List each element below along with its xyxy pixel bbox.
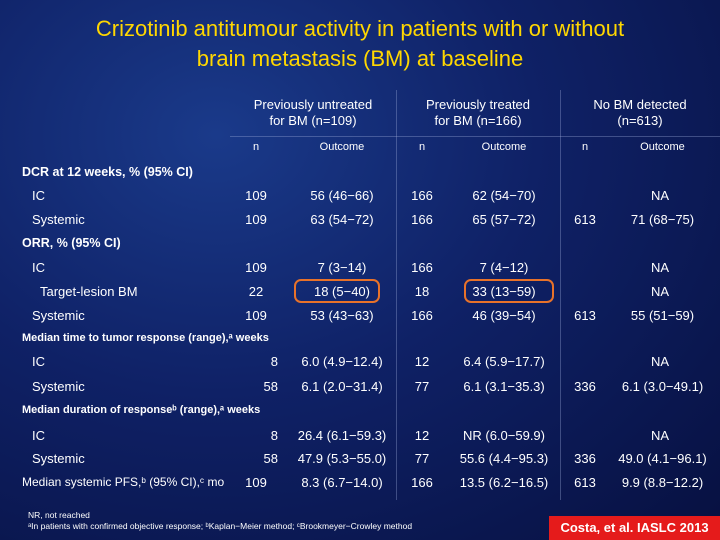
cell-outcome: 7 (4−12) (479, 260, 529, 275)
cell-n: 109 (245, 260, 267, 275)
cell-outcome: 55.6 (4.4−95.3) (459, 451, 549, 466)
group-header-line: Previously treated (425, 97, 531, 112)
cell-n: 58 (263, 379, 278, 394)
section-dcr: DCR at 12 weeks, % (95% CI) (22, 165, 193, 179)
cell-n: 18 (414, 284, 430, 299)
cell-outcome: 13.5 (6.2−16.5) (459, 475, 549, 490)
highlight-box (294, 279, 380, 303)
cell-na: NA (650, 260, 670, 275)
slide-title-line2: brain metastasis (BM) at baseline (196, 46, 524, 71)
footnote-methods: ᵃIn patients with confirmed objective re… (28, 521, 413, 531)
cell-outcome: 7 (3−14) (317, 260, 367, 275)
cell-n: 22 (248, 284, 264, 299)
group-header-untreated: Previously untreated for BM (n=109) (230, 97, 396, 129)
row-label: Target-lesion BM (40, 284, 138, 299)
cell-outcome: 71 (68−75) (630, 212, 695, 227)
group-header-line: No BM detected (593, 97, 687, 112)
cell-outcome: 56 (46−66) (310, 188, 374, 203)
cell-outcome: 65 (57−72) (472, 212, 536, 227)
group-header-line: Previously untreated (253, 97, 373, 112)
cell-n: 109 (245, 308, 267, 323)
cell-outcome: 6.4 (5.9−17.7) (463, 354, 545, 369)
cell-n: 109 (245, 475, 267, 490)
cell-outcome: 6.1 (3.0−49.1) (621, 379, 704, 394)
cell-n: 109 (245, 212, 267, 227)
cell-outcome: 6.0 (4.9−12.4) (301, 354, 383, 369)
cell-n: 77 (414, 451, 430, 466)
slide-title: Crizotinib antitumour activity in patien… (0, 14, 720, 74)
header-divider (230, 136, 720, 137)
section-ttr: Median time to tumor response (range),ᵃ … (22, 332, 269, 344)
cell-n: 77 (414, 379, 430, 394)
cell-n: 58 (263, 451, 278, 466)
cell-n: 12 (414, 428, 430, 443)
cell-n: 613 (574, 212, 596, 227)
cell-n: 12 (414, 354, 430, 369)
cell-n: 336 (574, 379, 596, 394)
slide-title-line1: Crizotinib antitumour activity in patien… (95, 16, 625, 41)
subheader-n: n (252, 141, 260, 153)
group-header-line: for BM (n=109) (269, 113, 357, 128)
cell-outcome: 6.1 (3.1−35.3) (463, 379, 545, 394)
cell-na: NA (650, 354, 670, 369)
cell-outcome: 55 (51−59) (630, 308, 695, 323)
row-label: Systemic (32, 379, 85, 394)
section-dor: Median duration of responseᵇ (range),ᵃ w… (22, 404, 261, 416)
subheader-n: n (418, 141, 426, 153)
cell-n: 613 (574, 308, 596, 323)
row-label: Systemic (32, 212, 85, 227)
footnote-nr: NR, not reached (28, 510, 90, 520)
highlight-box (464, 279, 554, 303)
cell-outcome: 47.9 (5.3−55.0) (297, 451, 387, 466)
subheader-outcome: Outcome (481, 141, 527, 153)
cell-outcome: 49.0 (4.1−96.1) (618, 451, 707, 466)
cell-na: NA (650, 188, 670, 203)
section-orr: ORR, % (95% CI) (22, 236, 121, 250)
cell-outcome: 9.9 (8.8−12.2) (621, 475, 704, 490)
column-divider-2 (560, 90, 561, 500)
row-label: IC (32, 428, 45, 443)
cell-outcome: 6.1 (2.0−31.4) (301, 379, 383, 394)
group-header-line: (n=613) (617, 113, 663, 128)
cell-outcome: 62 (54−70) (472, 188, 536, 203)
row-label: Systemic (32, 308, 85, 323)
row-label: IC (32, 188, 45, 203)
row-label: IC (32, 354, 45, 369)
cell-n: 166 (411, 308, 433, 323)
group-header-line: for BM (n=166) (434, 113, 522, 128)
group-header-no-bm: No BM detected (n=613) (560, 97, 720, 129)
row-label: Systemic (32, 451, 85, 466)
group-header-treated: Previously treated for BM (n=166) (396, 97, 560, 129)
cell-outcome: 8.3 (6.7−14.0) (301, 475, 383, 490)
cell-n: 336 (574, 451, 596, 466)
subheader-outcome: Outcome (640, 141, 685, 153)
cell-na: NA (650, 284, 670, 299)
cell-n: 166 (411, 260, 433, 275)
cell-outcome: 33 (13−59) (472, 284, 536, 299)
cell-n: 166 (411, 188, 433, 203)
column-divider-1 (396, 90, 397, 500)
cell-n: 109 (245, 188, 267, 203)
cell-outcome: 63 (54−72) (310, 212, 374, 227)
citation-badge: Costa, et al. IASLC 2013 (549, 516, 720, 540)
row-label-pfs: Median systemic PFS,ᵇ (95% CI),ᶜ mo (22, 475, 225, 489)
cell-outcome: 46 (39−54) (472, 308, 536, 323)
subheader-outcome: Outcome (319, 141, 365, 153)
row-label: IC (32, 260, 45, 275)
cell-n: 613 (574, 475, 596, 490)
cell-outcome: 26.4 (6.1−59.3) (297, 428, 387, 443)
cell-outcome: 18 (5−40) (313, 284, 370, 299)
cell-na: NA (650, 428, 670, 443)
subheader-n: n (581, 141, 589, 153)
cell-n: 166 (411, 212, 433, 227)
cell-outcome: 53 (43−63) (310, 308, 374, 323)
cell-n: 166 (411, 475, 433, 490)
cell-outcome: NR (6.0−59.9) (462, 428, 545, 443)
cell-n: 8 (270, 428, 278, 443)
cell-n: 8 (270, 354, 278, 369)
